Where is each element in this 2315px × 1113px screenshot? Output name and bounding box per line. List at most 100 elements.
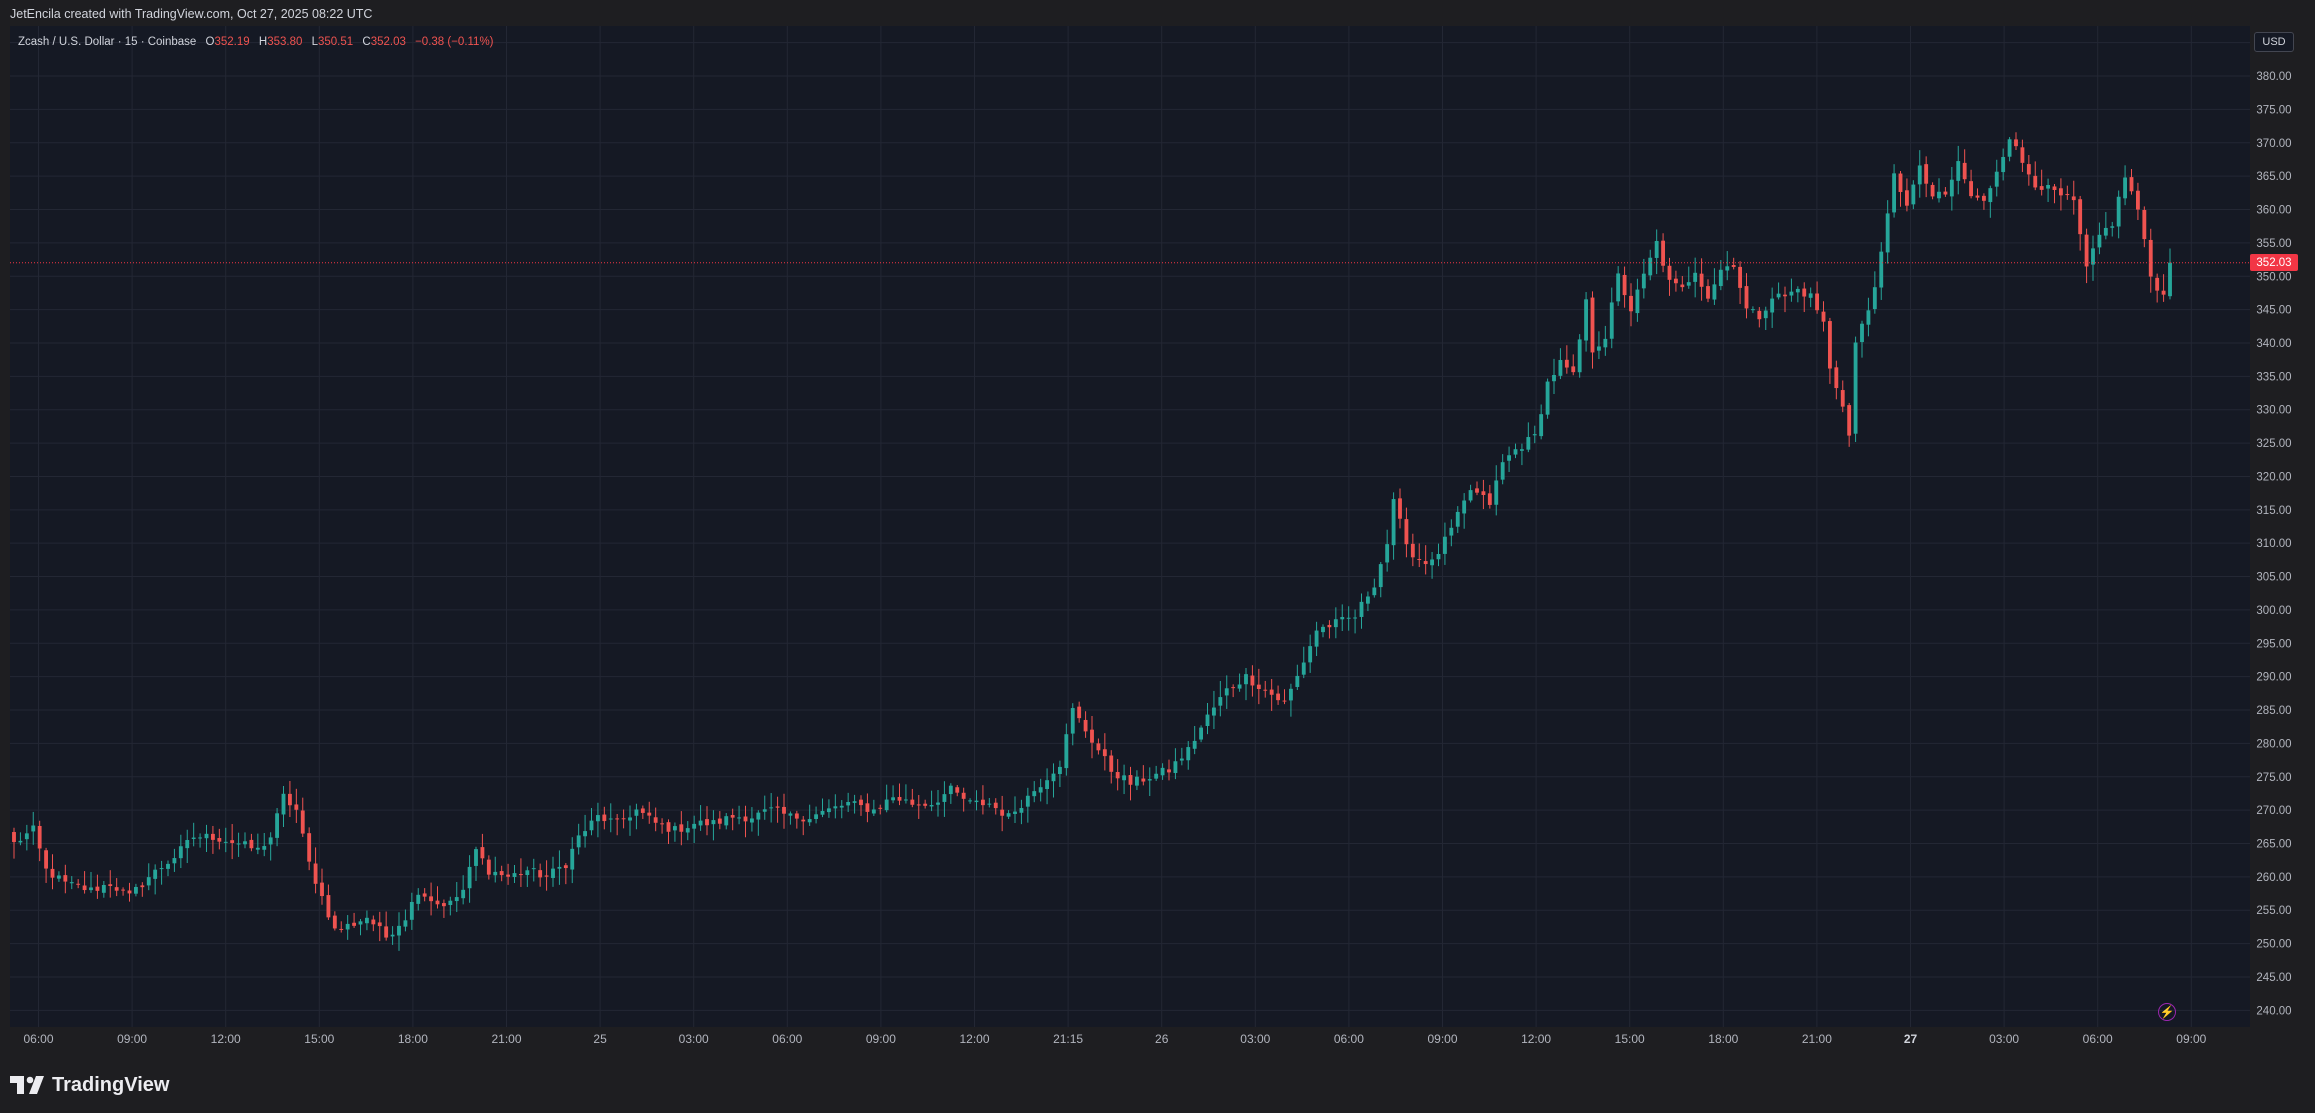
candle-body [1077, 706, 1082, 719]
candle-body [1609, 302, 1614, 339]
candle-body [1962, 162, 1967, 180]
legend-high-label: H [259, 36, 267, 48]
candle-body [1654, 240, 1659, 258]
candle-body [1892, 173, 1897, 213]
candle-body [948, 785, 953, 795]
candle-body [1673, 278, 1678, 284]
candle-body [1847, 405, 1852, 436]
candle-body [1629, 295, 1633, 312]
candle-body [1712, 284, 1717, 300]
candle-body [493, 871, 498, 876]
candle-body [878, 807, 883, 809]
candle-body [1263, 689, 1268, 691]
candle-body [352, 922, 357, 926]
candle-body [454, 897, 459, 902]
candle-body [621, 818, 626, 820]
candle-body [1449, 527, 1454, 536]
legend-close-label: C [362, 36, 370, 48]
candle-body [1949, 179, 1954, 197]
time-tick-label: 26 [1155, 1032, 1169, 1046]
candle-body [679, 824, 684, 832]
candle-body [634, 809, 639, 816]
candle-body [1006, 813, 1011, 817]
candle-body [2155, 277, 2160, 291]
candle-body [1866, 310, 1871, 325]
candle-body [1109, 755, 1114, 772]
candle-body [24, 833, 29, 840]
candle-body [69, 882, 74, 884]
candle-body [2161, 290, 2166, 295]
candle-body [1231, 687, 1236, 689]
lightning-icon[interactable]: ⚡ [2158, 1003, 2176, 1021]
candle-body [1244, 674, 1248, 685]
candle-body [332, 915, 337, 929]
currency-button[interactable]: USD [2254, 32, 2294, 52]
time-tick-label: 15:00 [304, 1032, 334, 1046]
candle-body [1648, 257, 1653, 276]
candle-body [1616, 273, 1621, 302]
candle-body [1564, 359, 1569, 368]
candle-body [313, 863, 318, 884]
candle-body [1975, 195, 1980, 198]
last-price-badge: 352.03 [2250, 254, 2298, 272]
candle-body [236, 843, 241, 845]
candle-body [839, 805, 844, 808]
candle-body [1635, 289, 1640, 314]
candle-body [987, 803, 992, 805]
candle-body [1481, 491, 1486, 496]
candle-body [467, 866, 472, 889]
candle-body [1552, 374, 1556, 382]
candle-body [1744, 286, 1749, 309]
candle-body [56, 875, 61, 879]
candle-body [249, 839, 254, 849]
candle-body [429, 896, 434, 902]
candle-body [1988, 188, 1993, 203]
candle-body [1442, 536, 1447, 554]
chart-pane[interactable] [10, 26, 2250, 1053]
candle-body [1385, 544, 1390, 563]
time-axis[interactable] [10, 1027, 2250, 1053]
candle-body [1494, 480, 1499, 505]
candle-body [243, 841, 247, 845]
candle-body [1500, 462, 1505, 480]
candle-body [846, 801, 851, 806]
tradingview-logo: TradingView [10, 1070, 169, 1100]
price-tick-label: 365.00 [2256, 171, 2291, 183]
candle-body [1718, 269, 1723, 287]
header-bar: JetEncila created with TradingView.com, … [0, 0, 2315, 26]
candle-body [31, 825, 36, 832]
price-tick-label: 370.00 [2256, 138, 2291, 150]
candle-body [1013, 811, 1017, 814]
candle-body [1025, 795, 1030, 807]
candle-body [1064, 734, 1069, 769]
tradingview-logo-icon [10, 1076, 44, 1094]
candle-body [435, 900, 440, 905]
candle-body [1045, 780, 1050, 790]
candle-body [955, 787, 960, 793]
candle-body [2168, 262, 2172, 297]
candle-body [2116, 196, 2121, 227]
candle-body [2046, 185, 2051, 189]
candle-body [1904, 190, 1909, 206]
candle-body [377, 922, 382, 927]
candle-body [1725, 266, 1730, 271]
candle-body [807, 819, 812, 823]
candle-body [782, 806, 786, 814]
candle-body [210, 833, 215, 840]
candle-body [1295, 675, 1300, 687]
candle-body [1070, 708, 1075, 734]
candle-body [512, 873, 517, 877]
candle-body [865, 803, 870, 812]
candle-body [647, 812, 652, 816]
time-tick-label: 21:15 [1053, 1032, 1083, 1046]
candle-body [1147, 779, 1152, 781]
candle-body [775, 806, 780, 808]
candle-body [1321, 626, 1325, 633]
candle-body [1860, 323, 1864, 343]
candle-body [1539, 414, 1544, 437]
time-tick-label: 06:00 [2083, 1032, 2113, 1046]
candle-body [518, 874, 523, 876]
candle-body [101, 885, 106, 893]
candle-body [576, 835, 581, 848]
